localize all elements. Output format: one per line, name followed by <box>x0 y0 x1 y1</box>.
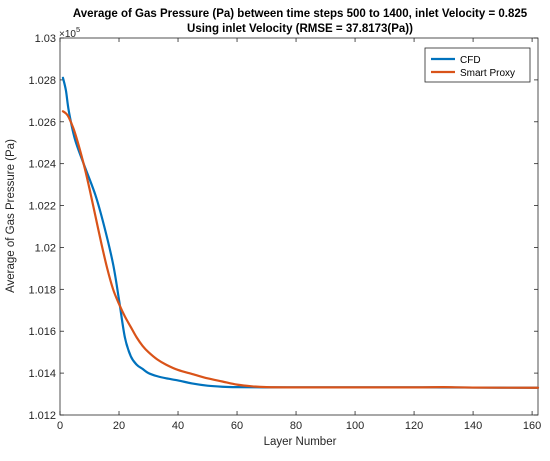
series-line-smart-proxy <box>61 110 540 389</box>
y-axis-label: Average of Gas Pressure (Pa) <box>5 139 17 293</box>
chart-subtitle: Using inlet Velocity (RMSE = 37.8173(Pa)… <box>187 23 413 35</box>
chart-title: Average of Gas Pressure (Pa) between tim… <box>73 8 528 20</box>
y-tick-label: 1.026 <box>28 117 56 129</box>
x-tick-label: 120 <box>405 420 423 432</box>
x-tick-label: 160 <box>523 420 541 432</box>
series-layer <box>61 76 540 389</box>
legend-label: Smart Proxy <box>460 68 515 79</box>
x-tick-label: 140 <box>464 420 482 432</box>
y-tick-label: 1.02 <box>35 242 56 254</box>
plot-area <box>59 37 539 416</box>
chart-legend: CFD Smart Proxy <box>424 47 531 83</box>
y-tick-label: 1.03 <box>35 33 56 45</box>
x-tick-label: 0 <box>57 420 63 432</box>
x-axis: 0 20 40 60 80 100 120 140 160 <box>57 38 541 432</box>
x-tick-label: 80 <box>290 420 302 432</box>
x-tick-label: 60 <box>231 420 243 432</box>
x-axis-label: Layer Number <box>264 436 337 448</box>
plot-frame <box>59 37 539 416</box>
y-tick-label: 1.014 <box>28 368 56 380</box>
y-tick-label: 1.018 <box>28 284 56 296</box>
x-tick-label: 100 <box>346 420 364 432</box>
y-tick-label: 1.016 <box>28 326 56 338</box>
y-tick-label: 1.028 <box>28 75 56 87</box>
x-tick-label: 20 <box>113 420 125 432</box>
x-tick-label: 40 <box>172 420 184 432</box>
y-tick-label: 1.012 <box>28 410 56 422</box>
y-axis-exponent: ×105 <box>59 25 80 40</box>
y-tick-label: 1.022 <box>28 201 56 213</box>
legend-label: CFD <box>460 55 481 66</box>
legend-box <box>424 47 531 83</box>
y-tick-label: 1.024 <box>28 159 56 171</box>
y-axis: 1.012 1.014 1.016 1.018 1.02 1.022 1.024 1.026 1… <box>28 33 538 422</box>
